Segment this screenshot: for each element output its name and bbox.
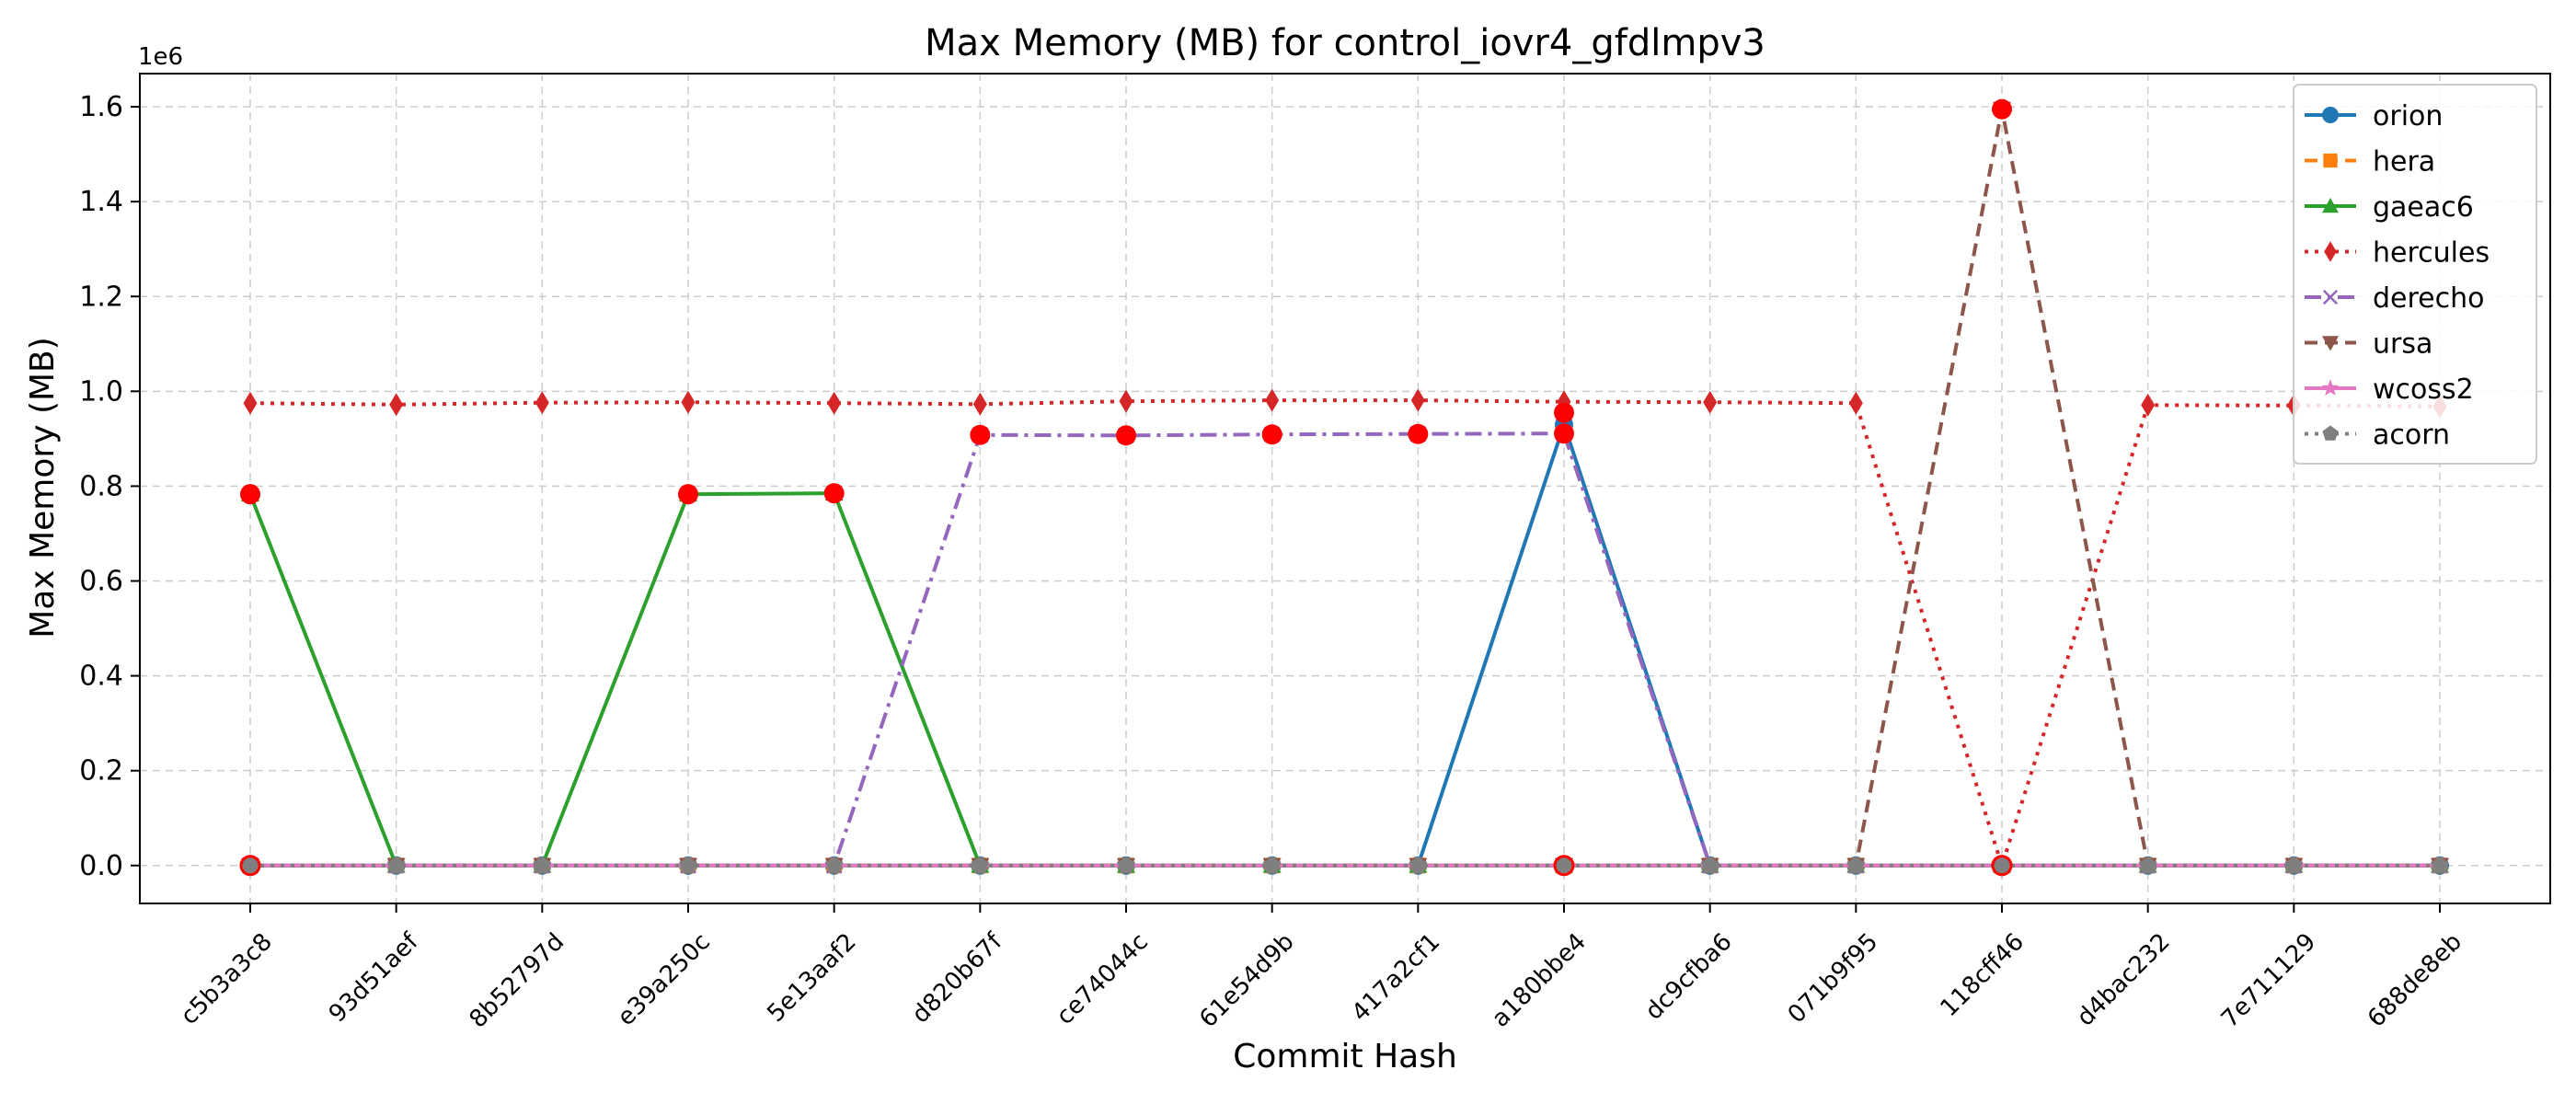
legend-label: orion: [2373, 100, 2443, 132]
data-point-marker: [2322, 289, 2339, 305]
legend-item-derecho: derecho: [2305, 282, 2485, 315]
series-hercules: [243, 388, 2447, 878]
y-tick-label: 0.4: [79, 661, 123, 693]
highlight-point: [1408, 423, 1429, 444]
highlight-point: [1116, 425, 1136, 446]
y-tick-label: 0.6: [79, 566, 123, 598]
highlight-point: [240, 484, 260, 505]
data-point-marker: [1701, 856, 1719, 873]
data-point-marker: [825, 856, 844, 873]
legend-item-wcoss2: wcoss2: [2305, 374, 2474, 406]
data-point-marker: [1848, 391, 1863, 415]
data-point-marker: [533, 856, 551, 873]
legend-label: gaeac6: [2373, 191, 2474, 224]
legend-label: ursa: [2373, 328, 2432, 361]
highlight-point: [1261, 424, 1282, 445]
legend-item-gaeac6: gaeac6: [2305, 191, 2474, 224]
data-point-marker: [681, 390, 696, 414]
y-tick-label: 1.0: [79, 375, 123, 408]
legend-item-hercules: hercules: [2305, 237, 2490, 270]
data-point-marker: [1409, 856, 1427, 873]
data-point-marker: [1119, 389, 1133, 413]
data-point-marker: [389, 393, 404, 417]
data-point-marker: [1265, 388, 1280, 412]
data-point-marker: [1993, 856, 2011, 873]
y-tick-label: 1.4: [79, 186, 123, 218]
data-point-marker: [535, 391, 549, 415]
data-point-marker: [2321, 379, 2340, 396]
highlight-point: [1554, 402, 1574, 423]
data-point-marker: [2322, 107, 2339, 123]
highlight-point: [970, 424, 991, 445]
legend-label: derecho: [2373, 282, 2485, 315]
data-point-marker: [827, 391, 842, 415]
highlight-point-hollow: [239, 855, 261, 877]
data-point-marker: [1410, 388, 1425, 412]
highlight-point-hollow: [1553, 855, 1575, 877]
legend-label: hercules: [2373, 237, 2490, 270]
y-tick-label: 1.2: [79, 281, 123, 313]
y-axis-label: Max Memory (MB): [24, 337, 62, 638]
data-point-marker: [1117, 856, 1135, 873]
data-point-marker: [971, 856, 989, 873]
y-tick-label: 1.6: [79, 91, 123, 123]
x-axis-label: Commit Hash: [1233, 1038, 1457, 1075]
legend-label: hera: [2373, 146, 2435, 178]
y-tick-label: 0.8: [79, 470, 123, 502]
data-point-marker: [1846, 856, 1865, 873]
legend: orion hera gaeac6 hercules derecho ursa wcoss2…: [2293, 84, 2537, 465]
chart-title: Max Memory (MB) for control_iovr4_gfdlmp…: [925, 22, 1765, 64]
y-axis-multiplier: 1e6: [138, 43, 183, 71]
data-point-marker: [1263, 856, 1282, 873]
highlight-point: [678, 484, 698, 505]
legend-label: acorn: [2373, 420, 2450, 452]
series-acorn: [241, 856, 2449, 873]
highlight-point: [823, 483, 845, 504]
data-point-marker: [2322, 425, 2339, 441]
highlight-point: [1554, 423, 1574, 444]
data-point-marker: [2323, 153, 2338, 168]
legend-item-acorn: acorn: [2305, 420, 2450, 452]
data-point-marker: [2139, 856, 2157, 873]
data-point-marker: [2324, 241, 2337, 262]
y-tick-label: 0.0: [79, 850, 123, 882]
plot-frame: [139, 73, 2551, 904]
legend-item-orion: orion: [2305, 100, 2443, 132]
data-point-marker: [241, 856, 259, 873]
series-layer: [240, 101, 2450, 878]
y-tick-label: 0.2: [79, 755, 123, 788]
legend-label: wcoss2: [2373, 374, 2474, 406]
data-point-marker: [972, 392, 987, 416]
legend-item-ursa: ursa: [2305, 328, 2432, 361]
data-point-marker: [2322, 336, 2339, 351]
data-point-marker: [1703, 390, 1718, 414]
data-point-marker: [679, 856, 697, 873]
highlight-point-hollow: [1991, 855, 2013, 877]
legend-item-hera: hera: [2305, 146, 2435, 178]
data-point-marker: [387, 856, 406, 873]
data-point-marker: [2141, 393, 2156, 417]
data-point-marker: [243, 391, 258, 415]
highlight-layer: [239, 98, 2013, 877]
series-line: [249, 398, 2441, 868]
legend-box: [2293, 84, 2537, 465]
data-point-marker: [2431, 856, 2449, 873]
data-point-marker: [2322, 198, 2339, 213]
data-point-marker: [2284, 856, 2303, 873]
data-point-marker: [1555, 856, 1573, 873]
highlight-point: [1992, 98, 2012, 120]
